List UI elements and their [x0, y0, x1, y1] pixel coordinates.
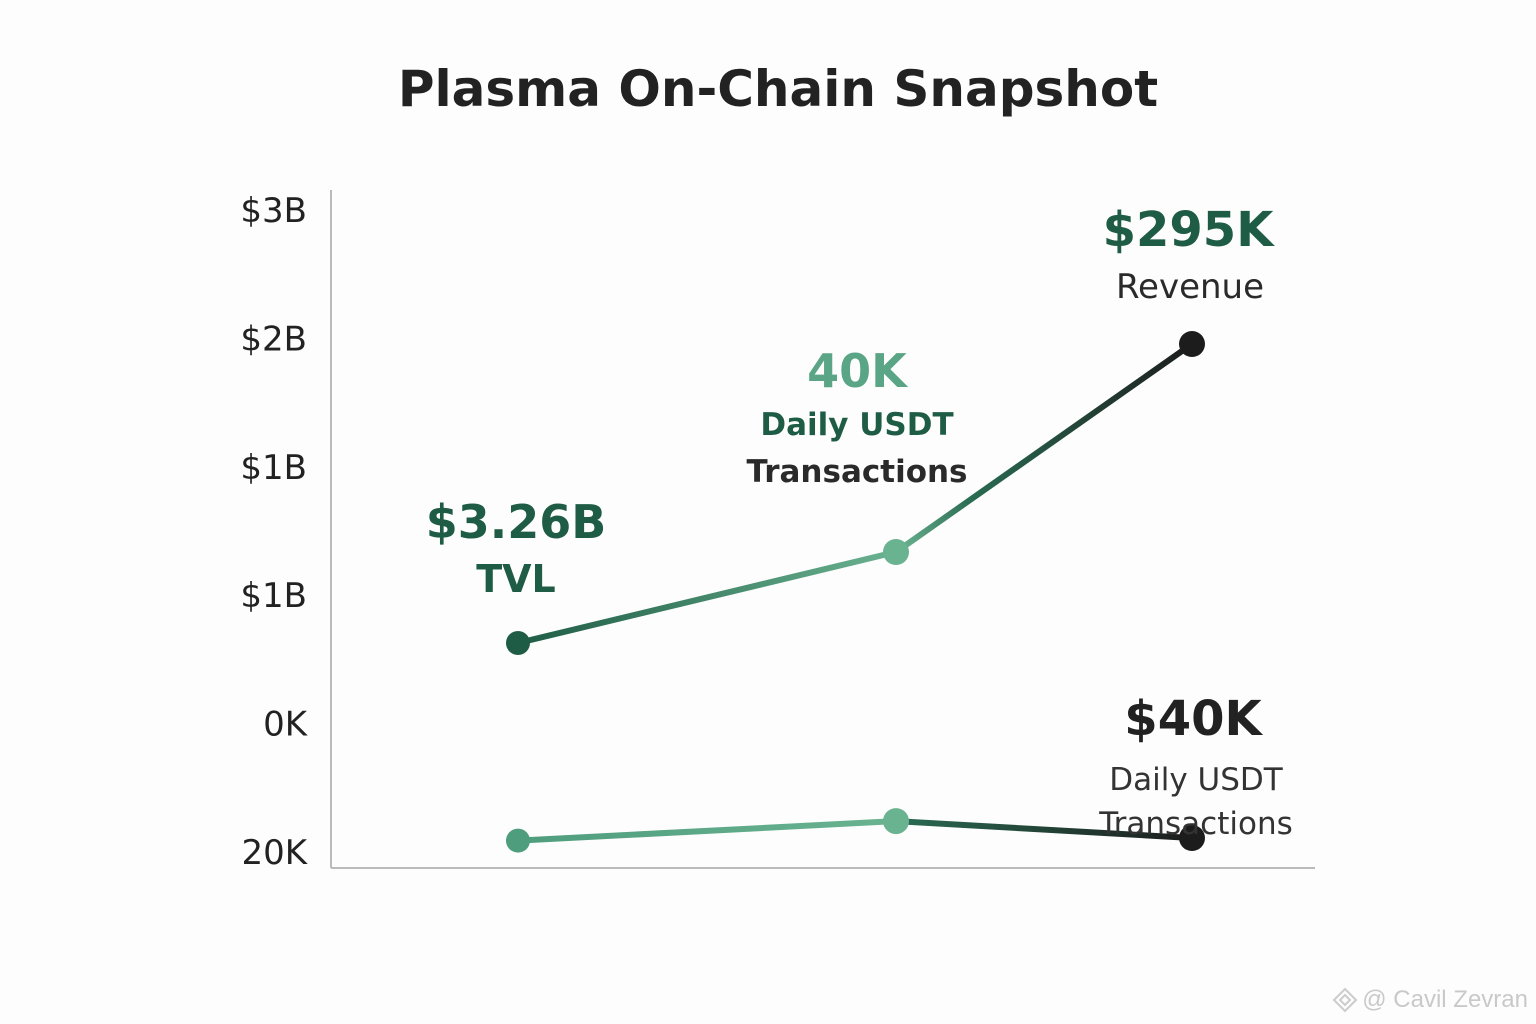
series-upper-point: [506, 631, 530, 655]
series-lower-segment: [893, 818, 1195, 841]
watermark: @ Cavil Zevran: [1332, 986, 1528, 1014]
series-lower-point: [1179, 825, 1205, 851]
tx-upper-label-line2: Transactions: [746, 454, 967, 490]
y-tick-label: $3B: [240, 191, 307, 231]
series-lower-point: [506, 828, 530, 853]
tvl-category-label: TVL: [476, 557, 556, 601]
y-tick-label: $2B: [240, 319, 307, 359]
series-upper-segment: [893, 341, 1195, 555]
chart-title: Plasma On-Chain Snapshot: [398, 60, 1158, 118]
tvl-value-label: $3.26B: [426, 495, 607, 549]
tx-upper-value-label: 40K: [807, 344, 909, 398]
series-lower-segment: [515, 818, 899, 844]
watermark-text: @ Cavil Zevran: [1362, 986, 1528, 1013]
tx-lower-label-line2: Transactions: [1098, 806, 1293, 842]
revenue-value-label: $295K: [1103, 202, 1276, 258]
tx-lower-value-label: $40K: [1124, 691, 1263, 747]
tx-lower-label-line1: Daily USDT: [1109, 762, 1284, 798]
y-tick-label: 20K: [241, 833, 308, 873]
series-upper-point: [1179, 331, 1205, 357]
series-lower-point: [883, 808, 909, 835]
tx-upper-label-line1: Daily USDT: [760, 407, 953, 443]
y-tick-label: $1B: [240, 576, 307, 616]
revenue-category-label: Revenue: [1116, 267, 1264, 307]
y-tick-label: 0K: [263, 705, 309, 745]
series-upper-segment: [515, 549, 899, 646]
y-tick-label: $1B: [240, 448, 307, 488]
series-upper-point: [883, 539, 909, 565]
diamond-logo-icon: [1332, 987, 1358, 1013]
